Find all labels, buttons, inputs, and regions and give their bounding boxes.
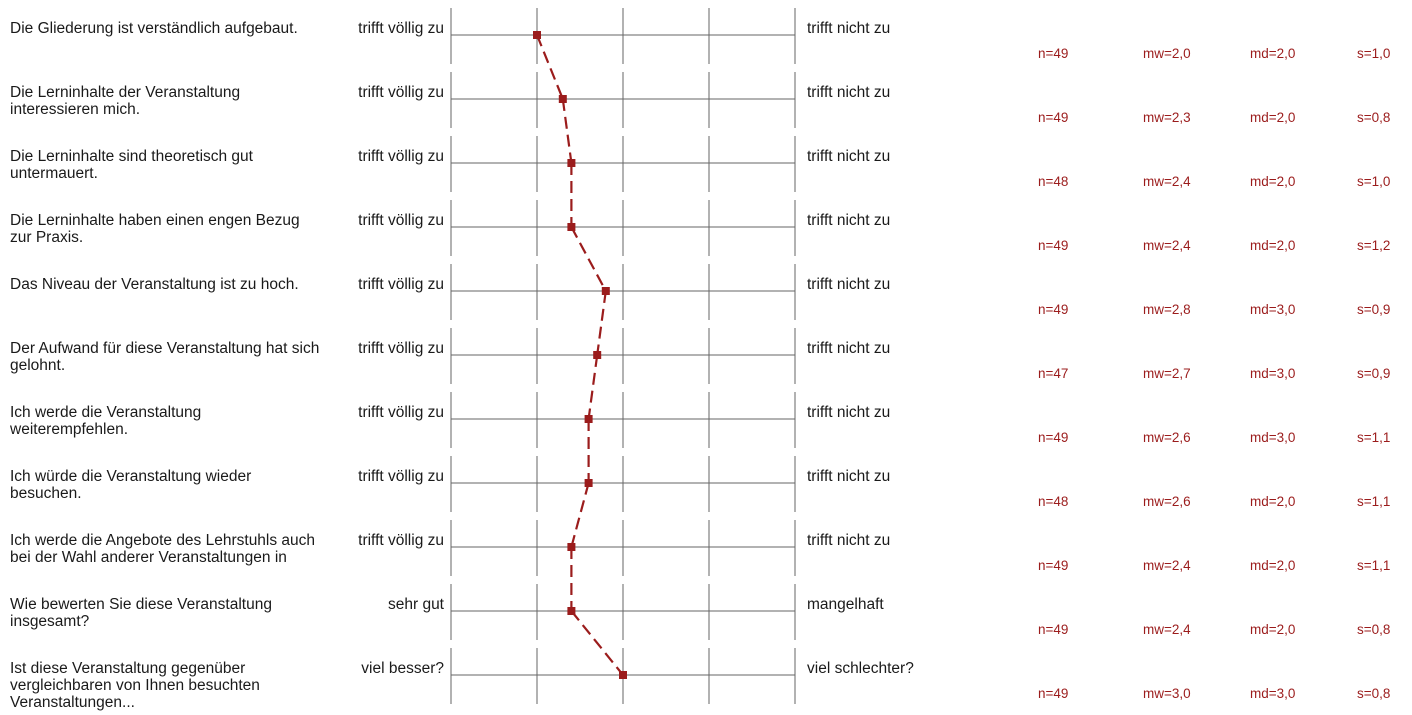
stat-md: md=2,0 bbox=[1250, 174, 1296, 189]
stat-md: md=3,0 bbox=[1250, 366, 1296, 381]
scale-left-label: trifft völlig zu bbox=[358, 212, 444, 229]
stat-mw: mw=2,4 bbox=[1143, 622, 1191, 637]
scale-right-label: trifft nicht zu bbox=[807, 20, 891, 37]
question-text: Die Lerninhalte sind theoretisch gut unt… bbox=[10, 148, 253, 182]
scale-right-label: trifft nicht zu bbox=[807, 404, 891, 421]
stat-s: s=1,2 bbox=[1357, 238, 1391, 253]
profile-line-segment bbox=[561, 98, 573, 164]
stat-s: s=0,8 bbox=[1357, 686, 1391, 701]
scale-left-label: viel besser? bbox=[361, 660, 444, 677]
stat-mw: mw=2,4 bbox=[1143, 558, 1191, 573]
stat-n: n=48 bbox=[1038, 494, 1069, 509]
scale-left-label: trifft völlig zu bbox=[358, 468, 444, 485]
stat-md: md=3,0 bbox=[1250, 686, 1296, 701]
stat-n: n=47 bbox=[1038, 366, 1069, 381]
profile-line-segment bbox=[535, 34, 564, 100]
stat-s: s=1,1 bbox=[1357, 430, 1391, 445]
mean-marker bbox=[619, 671, 627, 679]
scale-left-label: trifft völlig zu bbox=[358, 532, 444, 549]
profile-line-segment bbox=[587, 354, 599, 420]
scale-left-label: trifft völlig zu bbox=[358, 276, 444, 293]
question-text: Ich werde die Angebote des Lehrstuhls au… bbox=[10, 532, 316, 566]
scale-left-label: sehr gut bbox=[387, 596, 444, 613]
scale-right-label: trifft nicht zu bbox=[807, 276, 891, 293]
mean-marker bbox=[567, 159, 576, 167]
stat-mw: mw=2,4 bbox=[1143, 238, 1191, 253]
stat-n: n=49 bbox=[1038, 686, 1069, 701]
question-text: Wie bewerten Sie diese Veranstaltung ins… bbox=[10, 596, 272, 630]
stat-s: s=0,8 bbox=[1357, 622, 1391, 637]
stat-n: n=49 bbox=[1038, 46, 1069, 61]
stat-mw: mw=2,7 bbox=[1143, 366, 1191, 381]
scale-left-label: trifft völlig zu bbox=[358, 340, 444, 357]
stat-s: s=1,1 bbox=[1357, 494, 1391, 509]
mean-marker bbox=[567, 223, 576, 231]
question-text: Ich werde die Veranstaltung weiterempfeh… bbox=[10, 404, 202, 438]
stat-mw: mw=2,4 bbox=[1143, 174, 1191, 189]
stat-mw: mw=2,3 bbox=[1143, 110, 1191, 125]
question-text: Die Gliederung ist verständlich aufgebau… bbox=[10, 20, 298, 37]
stat-mw: mw=2,6 bbox=[1143, 494, 1191, 509]
scale-right-label: trifft nicht zu bbox=[807, 148, 891, 165]
stat-n: n=49 bbox=[1038, 558, 1069, 573]
stat-md: md=3,0 bbox=[1250, 430, 1296, 445]
stat-n: n=49 bbox=[1038, 110, 1069, 125]
profile-line-segment bbox=[596, 290, 607, 356]
stat-s: s=0,9 bbox=[1357, 366, 1391, 381]
stat-n: n=49 bbox=[1038, 430, 1069, 445]
stat-md: md=2,0 bbox=[1250, 622, 1296, 637]
scale-right-label: trifft nicht zu bbox=[807, 532, 891, 549]
stat-mw: mw=2,0 bbox=[1143, 46, 1191, 61]
mean-marker bbox=[584, 415, 593, 423]
scale-left-label: trifft völlig zu bbox=[358, 84, 444, 101]
profile-line-segment bbox=[570, 482, 590, 548]
scale-right-label: viel schlechter? bbox=[807, 660, 914, 677]
scale-right-label: trifft nicht zu bbox=[807, 468, 891, 485]
stat-mw: mw=3,0 bbox=[1143, 686, 1191, 701]
stat-n: n=48 bbox=[1038, 174, 1069, 189]
stat-md: md=2,0 bbox=[1250, 46, 1296, 61]
mean-marker bbox=[533, 31, 541, 39]
stat-mw: mw=2,8 bbox=[1143, 302, 1191, 317]
stat-s: s=0,8 bbox=[1357, 110, 1391, 125]
stat-md: md=3,0 bbox=[1250, 302, 1296, 317]
scale-left-label: trifft völlig zu bbox=[358, 20, 444, 37]
question-text: Ich würde die Veranstaltung wieder besuc… bbox=[10, 468, 252, 502]
scale-right-label: trifft nicht zu bbox=[807, 340, 891, 357]
mean-marker bbox=[593, 351, 602, 359]
scale-left-label: trifft völlig zu bbox=[358, 148, 444, 165]
stat-md: md=2,0 bbox=[1250, 558, 1296, 573]
scale-right-label: trifft nicht zu bbox=[807, 84, 891, 101]
stat-s: s=1,0 bbox=[1357, 46, 1391, 61]
profile-line-segment bbox=[570, 226, 607, 292]
question-text: Das Niveau der Veranstaltung ist zu hoch… bbox=[10, 276, 299, 293]
stat-md: md=2,0 bbox=[1250, 110, 1296, 125]
stat-n: n=49 bbox=[1038, 238, 1069, 253]
stat-s: s=0,9 bbox=[1357, 302, 1391, 317]
question-text: Der Aufwand für diese Veranstaltung hat … bbox=[10, 340, 320, 374]
stat-md: md=2,0 bbox=[1250, 494, 1296, 509]
scale-right-label: trifft nicht zu bbox=[807, 212, 891, 229]
stat-s: s=1,1 bbox=[1357, 558, 1391, 573]
question-text: Die Lerninhalte der Veranstaltung intere… bbox=[10, 84, 241, 118]
scale-right-label: mangelhaft bbox=[807, 596, 884, 613]
profile-line-segment bbox=[570, 610, 624, 676]
mean-marker bbox=[567, 607, 576, 615]
mean-marker bbox=[567, 543, 576, 551]
mean-marker bbox=[601, 287, 610, 295]
stat-mw: mw=2,6 bbox=[1143, 430, 1191, 445]
scale-left-label: trifft völlig zu bbox=[358, 404, 444, 421]
question-text: Ist diese Veranstaltung gegenüber vergle… bbox=[10, 660, 260, 711]
stat-s: s=1,0 bbox=[1357, 174, 1391, 189]
stat-md: md=2,0 bbox=[1250, 238, 1296, 253]
stat-n: n=49 bbox=[1038, 622, 1069, 637]
stat-n: n=49 bbox=[1038, 302, 1069, 317]
mean-marker bbox=[584, 479, 593, 487]
question-text: Die Lerninhalte haben einen engen Bezug … bbox=[10, 212, 300, 246]
mean-marker bbox=[558, 95, 567, 103]
